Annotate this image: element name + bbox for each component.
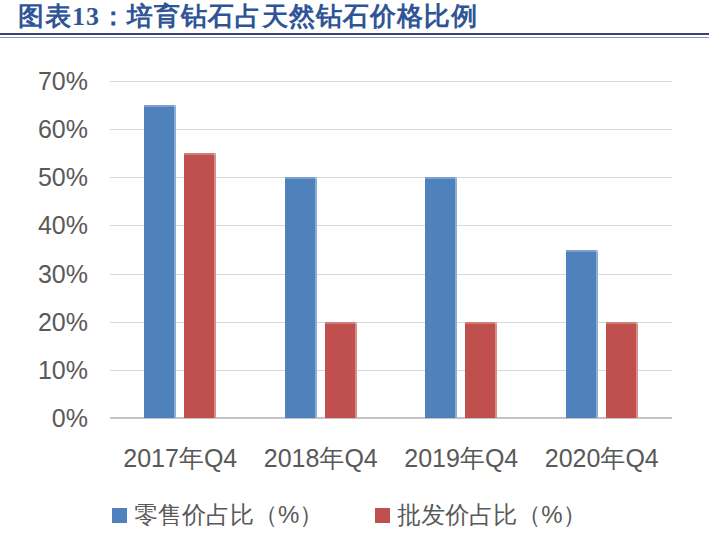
gridline-70 [110, 81, 672, 82]
legend-item-retail: 零售价占比（%） [112, 501, 323, 529]
bar-wholesale-2 [465, 322, 497, 418]
x-tick-label-3: 2020年Q4 [532, 444, 673, 472]
x-tick-label-1: 2018年Q4 [251, 444, 392, 472]
legend-item-wholesale: 批发价占比（%） [375, 501, 586, 529]
legend-label-retail: 零售价占比（%） [134, 501, 323, 529]
bar-wholesale-3 [606, 322, 638, 418]
bar-wholesale-0 [184, 153, 216, 418]
plot-area [110, 81, 672, 418]
x-tick-label-2: 2019年Q4 [391, 444, 532, 472]
legend-label-wholesale: 批发价占比（%） [397, 501, 586, 529]
x-axis-labels: 2017年Q42018年Q42019年Q42020年Q4 [110, 444, 672, 474]
y-tick-label-20: 20% [0, 309, 88, 335]
bar-retail-1 [285, 177, 317, 418]
y-tick-label-40: 40% [0, 212, 88, 238]
y-tick-label-60: 60% [0, 116, 88, 142]
y-tick-label-50: 50% [0, 164, 88, 190]
title-underline-dark-line [0, 33, 709, 35]
y-tick-label-70: 70% [0, 68, 88, 94]
y-tick-label-30: 30% [0, 261, 88, 287]
bar-retail-3 [566, 250, 598, 419]
legend-swatch-wholesale-icon [375, 508, 390, 523]
y-tick-label-10: 10% [0, 357, 88, 383]
legend: 零售价占比（%） 批发价占比（%） [112, 501, 587, 529]
gridline-60 [110, 129, 672, 130]
bar-wholesale-1 [325, 322, 357, 418]
x-tick-label-0: 2017年Q4 [110, 444, 251, 472]
y-tick-label-0: 0% [0, 405, 88, 431]
figure-title: 图表13：培育钻石占天然钻石价格比例 [18, 2, 478, 32]
legend-swatch-retail-icon [112, 508, 127, 523]
title-underline [0, 33, 709, 39]
y-axis-labels: 70%60%50%40%30%20%10%0% [0, 81, 88, 418]
bar-retail-2 [425, 177, 457, 418]
bar-retail-0 [144, 105, 176, 418]
title-underline-light-line [0, 37, 709, 38]
